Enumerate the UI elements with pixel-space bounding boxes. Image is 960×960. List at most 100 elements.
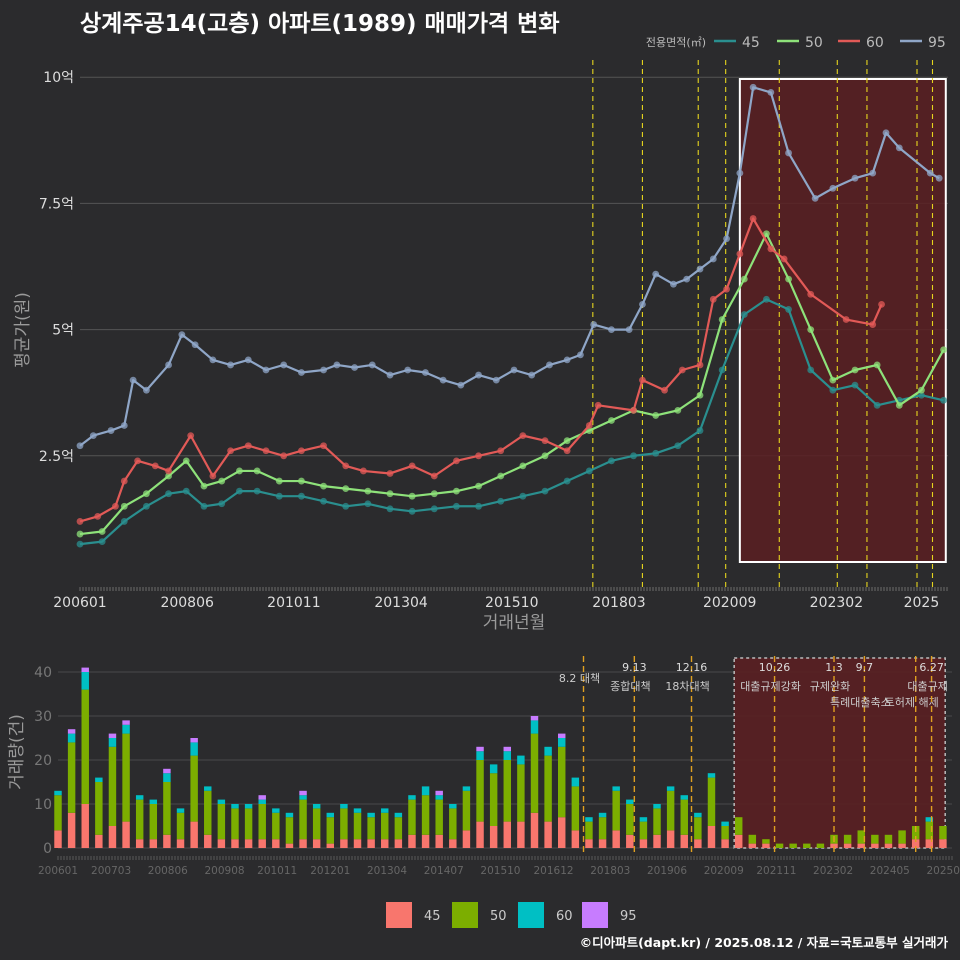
volume-bar-50 — [639, 821, 648, 840]
volume-bar-45 — [734, 834, 743, 848]
price-point — [519, 492, 527, 500]
price-point — [740, 311, 748, 318]
price-point — [749, 83, 757, 91]
volume-bar-45 — [925, 839, 934, 848]
price-point — [253, 467, 261, 475]
policy-date-label: 1.3 — [825, 661, 843, 674]
volume-bar-45 — [217, 839, 226, 848]
volume-bar-45 — [748, 843, 757, 848]
policy-name-label: 규제완화 — [810, 680, 850, 693]
volume-x-tick-label: 200601 — [38, 865, 78, 877]
volume-bar-45 — [204, 834, 212, 848]
price-point — [736, 250, 744, 258]
volume-bar-50 — [272, 812, 280, 840]
volume-bar-45 — [653, 834, 661, 848]
volume-bar-45 — [517, 821, 525, 848]
volume-bar-50 — [857, 830, 865, 844]
price-point — [546, 361, 553, 369]
legend-label: 60 — [866, 35, 884, 51]
volume-bar-45 — [666, 830, 675, 848]
volume-bar-50 — [381, 812, 389, 840]
price-point — [191, 341, 199, 349]
price-point — [497, 497, 505, 505]
volume-bar-95 — [299, 790, 307, 796]
volume-y-tick-label: 10 — [34, 797, 52, 813]
volume-bar-50 — [925, 821, 934, 840]
volume-bar-60 — [571, 777, 580, 787]
price-point — [320, 482, 327, 490]
volume-bar-50 — [258, 804, 266, 840]
volume-bar-45 — [489, 826, 498, 848]
volume-bar-95 — [67, 729, 76, 734]
volume-bar-60 — [163, 773, 171, 782]
volume-bar-50 — [394, 817, 403, 840]
volume-bar-45 — [149, 839, 158, 848]
price-point — [209, 356, 217, 364]
volume-bar-60 — [517, 755, 525, 765]
volume-bar-50 — [421, 795, 430, 835]
volume-bar-95 — [503, 746, 511, 752]
volume-x-tick-label: 201407 — [424, 865, 464, 877]
volume-x-tick-label: 202302 — [813, 865, 853, 877]
price-x-tick-label: 200806 — [160, 595, 214, 611]
volume-bar-45 — [312, 839, 321, 848]
price-point — [236, 467, 243, 475]
price-point — [333, 361, 341, 369]
price-point — [320, 442, 327, 450]
price-point — [608, 326, 615, 334]
price-point — [895, 401, 903, 409]
volume-x-tick-label: 200703 — [91, 865, 131, 877]
policy-name-label: 종합대책 — [610, 680, 650, 693]
policy-date-label: 9.7 — [856, 661, 874, 674]
price-point — [563, 437, 571, 445]
volume-bar-50 — [666, 790, 675, 831]
volume-bar-60 — [421, 786, 430, 796]
price-point — [873, 361, 881, 369]
volume-bar-45 — [612, 830, 620, 848]
price-point — [674, 442, 682, 450]
price-point — [143, 502, 150, 510]
price-point — [320, 497, 327, 505]
price-point — [528, 371, 536, 379]
volume-bar-50 — [122, 733, 130, 822]
volume-bar-60 — [149, 799, 158, 804]
volume-bar-50 — [81, 689, 89, 804]
volume-bar-45 — [762, 843, 770, 848]
volume-bar-45 — [530, 812, 539, 848]
volume-bar-50 — [503, 760, 511, 822]
volume-bar-60 — [190, 742, 198, 756]
volume-bar-95 — [435, 790, 443, 796]
volume-bar-50 — [585, 821, 593, 840]
volume-bar-50 — [408, 799, 416, 835]
legend-title: 전용면적(㎡) — [646, 36, 706, 49]
price-point — [262, 366, 270, 374]
volume-bar-60 — [925, 817, 934, 822]
volume-bar-60 — [707, 773, 716, 778]
volume-bar-50 — [530, 733, 539, 813]
volume-bar-60 — [680, 795, 688, 800]
price-point — [298, 369, 305, 376]
price-y-tick-label: 5억 — [52, 323, 74, 339]
price-point — [652, 412, 660, 419]
volume-bar-60 — [476, 751, 484, 760]
price-y-tick-label: 7.5억 — [39, 196, 74, 212]
price-point — [851, 381, 859, 389]
price-point — [807, 290, 815, 298]
volume-bar-60 — [122, 724, 130, 734]
price-point — [76, 518, 84, 525]
price-point — [767, 245, 775, 253]
volume-bar-45 — [857, 843, 865, 848]
price-point — [98, 538, 106, 546]
price-point — [209, 472, 217, 480]
volume-y-axis-label: 거래량(건) — [7, 714, 27, 790]
volume-x-tick-label: 202111 — [756, 865, 796, 877]
volume-bar-45 — [135, 839, 144, 848]
volume-bar-60 — [694, 812, 702, 818]
price-point — [585, 422, 593, 429]
source-credit: ©디아파트(dapt.kr) / 2025.08.12 / 자료=국토교통부 실… — [579, 935, 948, 950]
volume-legend-swatch — [386, 902, 412, 928]
volume-bar-60 — [612, 786, 620, 791]
volume-bar-60 — [81, 672, 89, 690]
price-point — [262, 447, 270, 455]
